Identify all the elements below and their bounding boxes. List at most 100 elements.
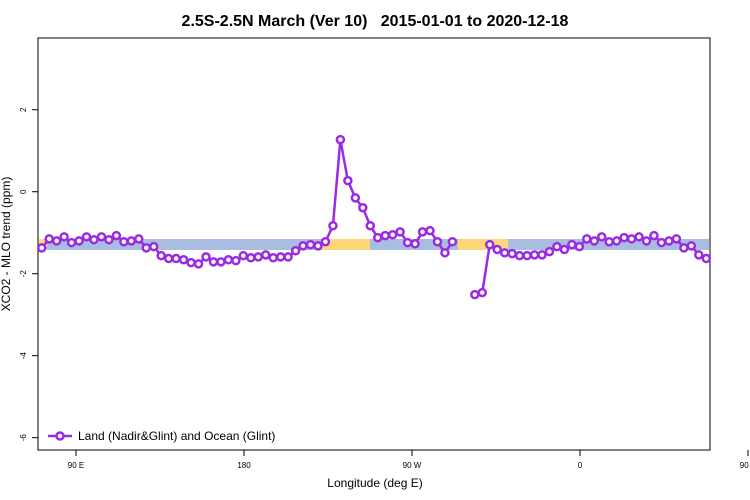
data-point [163, 253, 174, 264]
data-point [111, 230, 122, 241]
legend-label: Land (Nadir&Glint) and Ocean (Glint) [78, 429, 275, 443]
data-point [156, 250, 166, 261]
data-point [432, 236, 443, 247]
ocean-band [39, 239, 709, 250]
data-point [216, 257, 226, 267]
series-line [40, 139, 707, 296]
data-point [529, 250, 540, 260]
data-point [343, 175, 353, 186]
data-point [186, 257, 196, 268]
data-point [223, 255, 234, 265]
data-point [440, 248, 450, 258]
data-point [380, 230, 390, 241]
data-point [268, 252, 278, 263]
data-point [410, 239, 420, 249]
data-point [193, 259, 204, 269]
data-point [574, 241, 585, 252]
data-point [611, 236, 622, 246]
data-point [649, 230, 659, 241]
data-point [589, 236, 600, 246]
y-axis-label: XCO2 - MLO trend (ppm) [0, 177, 13, 312]
data-point [260, 250, 271, 260]
y-tick-label: 2 [19, 107, 28, 112]
data-point [559, 244, 570, 255]
data-point [44, 234, 54, 244]
data-point [694, 250, 704, 260]
data-point [171, 253, 181, 264]
data-point [492, 244, 502, 255]
data-point [66, 237, 77, 248]
data-point [231, 255, 241, 266]
data-point [253, 252, 264, 262]
x-axis-label: Longitude (deg E) [327, 476, 422, 490]
data-point [59, 232, 69, 242]
data-point [148, 241, 159, 252]
data-point [283, 252, 293, 262]
data-point [208, 257, 219, 267]
data-point [671, 234, 682, 244]
data-point [582, 234, 592, 244]
data-point [477, 287, 488, 298]
data-point [358, 202, 368, 213]
y-tick-label: -4 [19, 352, 28, 360]
data-point [395, 227, 405, 237]
chart-title: 2.5S-2.5N March (Ver 10) 2015-01-01 to 2… [182, 13, 569, 30]
data-point [51, 236, 62, 246]
data-point [201, 252, 211, 262]
data-point [522, 250, 532, 261]
data-point [320, 236, 331, 247]
data-point [313, 241, 323, 251]
x-tick-label: 90 E [740, 461, 750, 470]
y-tick-label: 0 [19, 189, 28, 194]
data-point [246, 252, 256, 263]
data-point [656, 237, 667, 248]
data-point [372, 232, 383, 243]
x-tick-label: 0 [578, 461, 583, 470]
data-point [425, 225, 435, 236]
data-point [634, 232, 644, 242]
data-point [567, 239, 577, 250]
data-point [701, 253, 712, 264]
data-point [552, 241, 562, 252]
data-point [626, 234, 637, 244]
data-point [641, 236, 652, 246]
data-point [507, 248, 517, 259]
data-point [298, 241, 308, 251]
data-point [350, 193, 361, 203]
data-point [544, 246, 555, 257]
data-point [238, 250, 249, 261]
data-point [596, 232, 607, 242]
plot-frame [37, 37, 711, 451]
data-point [141, 243, 152, 253]
data-point [484, 239, 495, 250]
x-tick-label: 90 E [68, 461, 84, 470]
land-band [458, 239, 508, 250]
data-point [470, 289, 480, 300]
y-tick-label: -6 [19, 434, 28, 442]
data-point [119, 236, 129, 247]
data-point [686, 241, 697, 251]
data-point [104, 234, 114, 245]
data-point [499, 248, 510, 258]
data-point [402, 237, 413, 248]
data-point [447, 236, 458, 247]
data-point [126, 236, 137, 246]
data-point [275, 252, 286, 262]
data-point [305, 239, 316, 250]
data-point [604, 236, 614, 247]
data-point [36, 243, 47, 253]
data-point [335, 134, 346, 145]
data-point [619, 232, 629, 243]
data-point [387, 230, 398, 240]
data-point [96, 232, 107, 242]
data-point [514, 250, 525, 261]
data-point [679, 243, 689, 253]
data-point [365, 221, 376, 231]
data-point [290, 246, 301, 256]
data-point [74, 236, 84, 246]
x-tick-label: 90 W [403, 461, 422, 470]
data-point [178, 255, 189, 265]
x-tick-label: 180 [237, 461, 251, 470]
legend-marker [55, 431, 65, 441]
